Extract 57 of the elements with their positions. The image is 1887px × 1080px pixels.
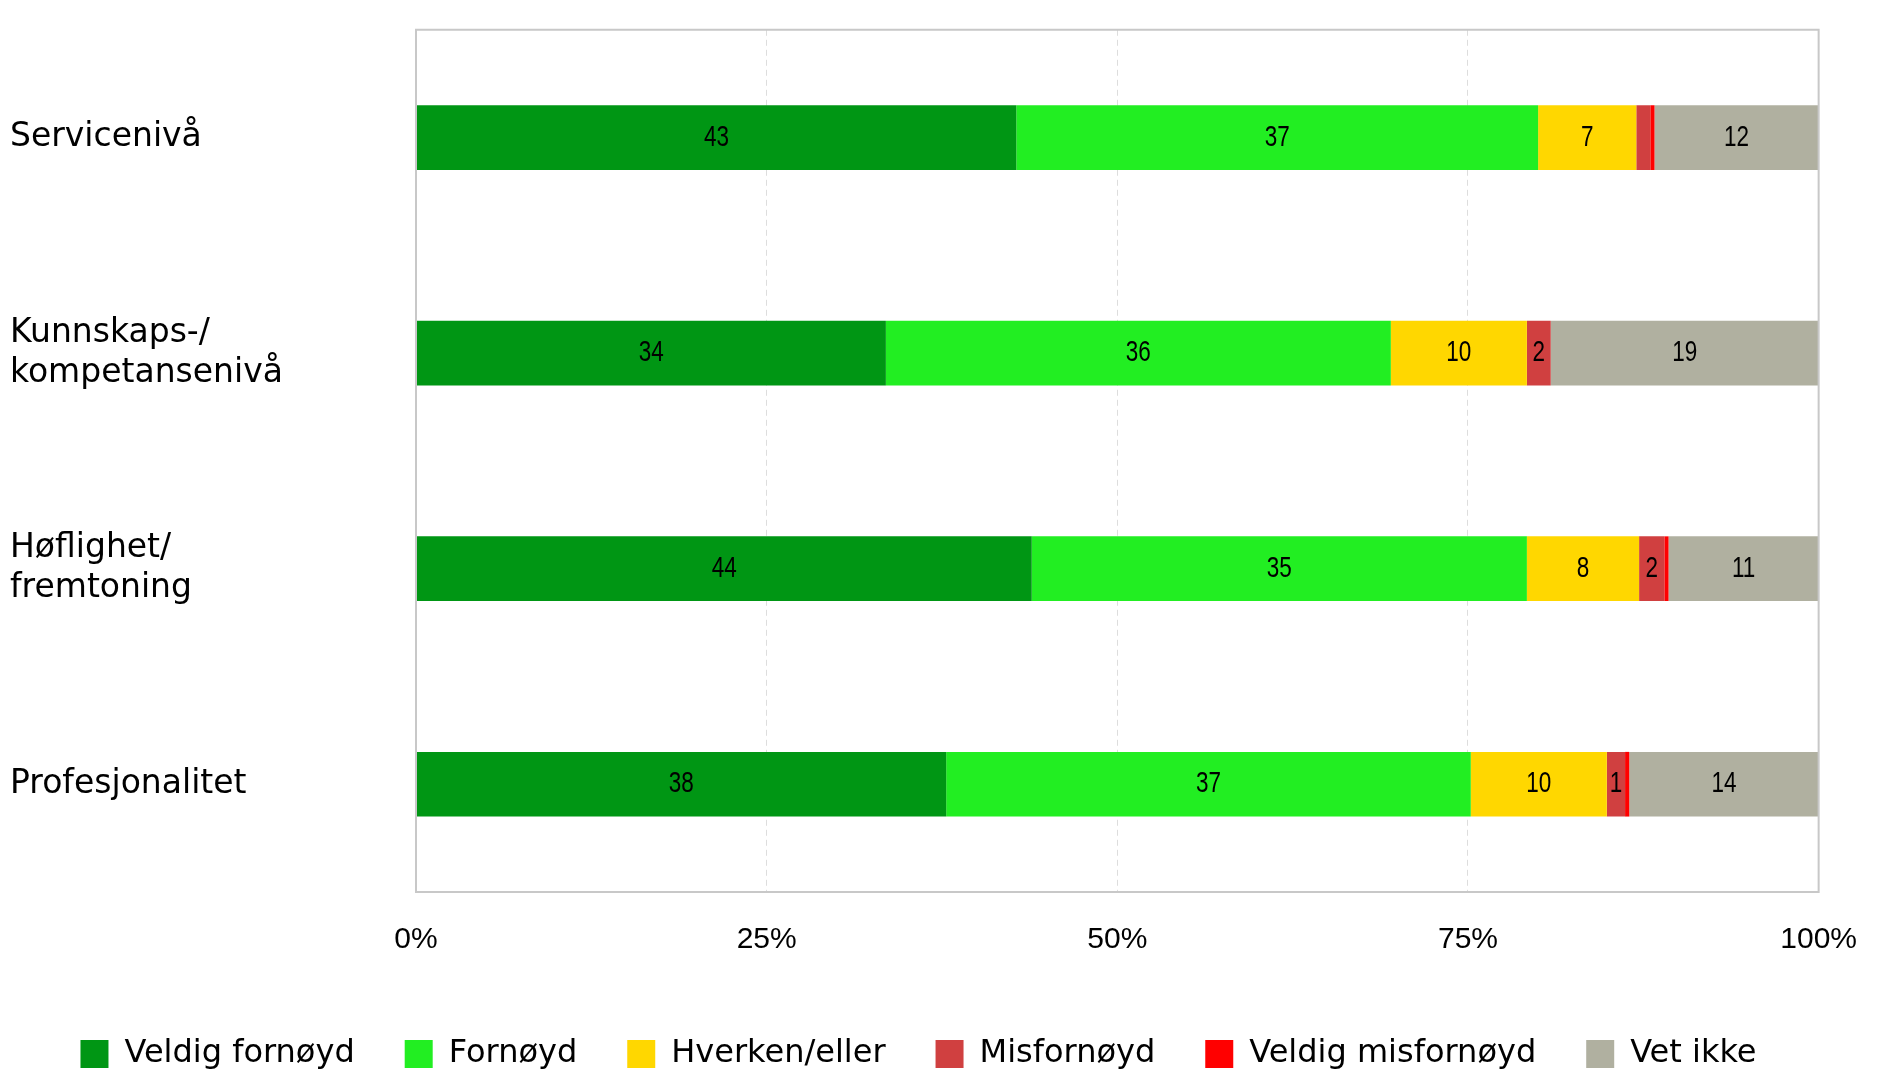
bar xyxy=(1031,536,1527,602)
bar xyxy=(1654,105,1819,170)
legend-label: Hverken/eller xyxy=(671,1032,887,1071)
legend-label: Veldig fornøyd xyxy=(124,1032,355,1071)
bar xyxy=(1526,320,1551,386)
bar xyxy=(1664,536,1669,602)
data-label: 11 xyxy=(1731,549,1756,584)
bar xyxy=(1636,105,1651,170)
data-label: 43 xyxy=(703,118,729,153)
data-label: 12 xyxy=(1724,118,1750,153)
legend-label: Fornøyd xyxy=(448,1032,578,1071)
data-label: 14 xyxy=(1711,765,1737,800)
x-tick-label: 50% xyxy=(1087,921,1148,955)
data-label: 35 xyxy=(1266,549,1292,584)
x-tick-label: 100% xyxy=(1780,921,1857,955)
bar xyxy=(416,320,886,386)
bar xyxy=(1470,751,1607,817)
data-label: 2 xyxy=(1532,334,1546,369)
bar xyxy=(1606,751,1626,817)
bar xyxy=(1629,751,1819,817)
bar xyxy=(416,536,1032,602)
data-label: 2 xyxy=(1645,549,1658,584)
data-label: 34 xyxy=(638,334,664,369)
bar xyxy=(1625,751,1630,817)
data-label: 8 xyxy=(1576,549,1590,584)
bar xyxy=(1526,536,1640,602)
data-label: 37 xyxy=(1264,118,1290,153)
y-tick-label: Profesjonalitet xyxy=(10,761,247,801)
bar xyxy=(1650,105,1655,170)
y-tick-label: Kunnskaps-/ kompetansenivå xyxy=(10,310,283,390)
legend-label: Veldig misfornøyd xyxy=(1249,1032,1537,1071)
data-label: 19 xyxy=(1672,334,1698,369)
data-label: 44 xyxy=(711,549,737,584)
data-label: 10 xyxy=(1446,334,1472,369)
x-tick-label: 0% xyxy=(394,921,438,955)
data-label: 10 xyxy=(1526,765,1552,800)
y-tick-label: Høflighet/ fremtoning xyxy=(10,526,192,606)
legend-label: Vet ikke xyxy=(1630,1032,1757,1071)
data-label: 38 xyxy=(668,765,694,800)
x-tick-label: 75% xyxy=(1437,921,1498,955)
bar xyxy=(1538,105,1637,170)
bar xyxy=(885,320,1391,386)
bar xyxy=(1668,536,1819,602)
data-label: 7 xyxy=(1580,118,1594,153)
bar xyxy=(1390,320,1527,386)
data-label: 36 xyxy=(1125,334,1151,369)
bar xyxy=(946,751,1471,817)
data-label: 37 xyxy=(1195,765,1221,800)
bar xyxy=(1550,320,1819,386)
bar xyxy=(416,105,1017,170)
bar xyxy=(1016,105,1539,170)
bar xyxy=(1639,536,1665,602)
data-label: 1 xyxy=(1609,765,1623,800)
legend-label: Misfornøyd xyxy=(979,1032,1156,1071)
y-tick-label: Servicenivå xyxy=(10,115,202,155)
bar xyxy=(416,751,947,817)
x-tick-label: 25% xyxy=(736,921,797,955)
